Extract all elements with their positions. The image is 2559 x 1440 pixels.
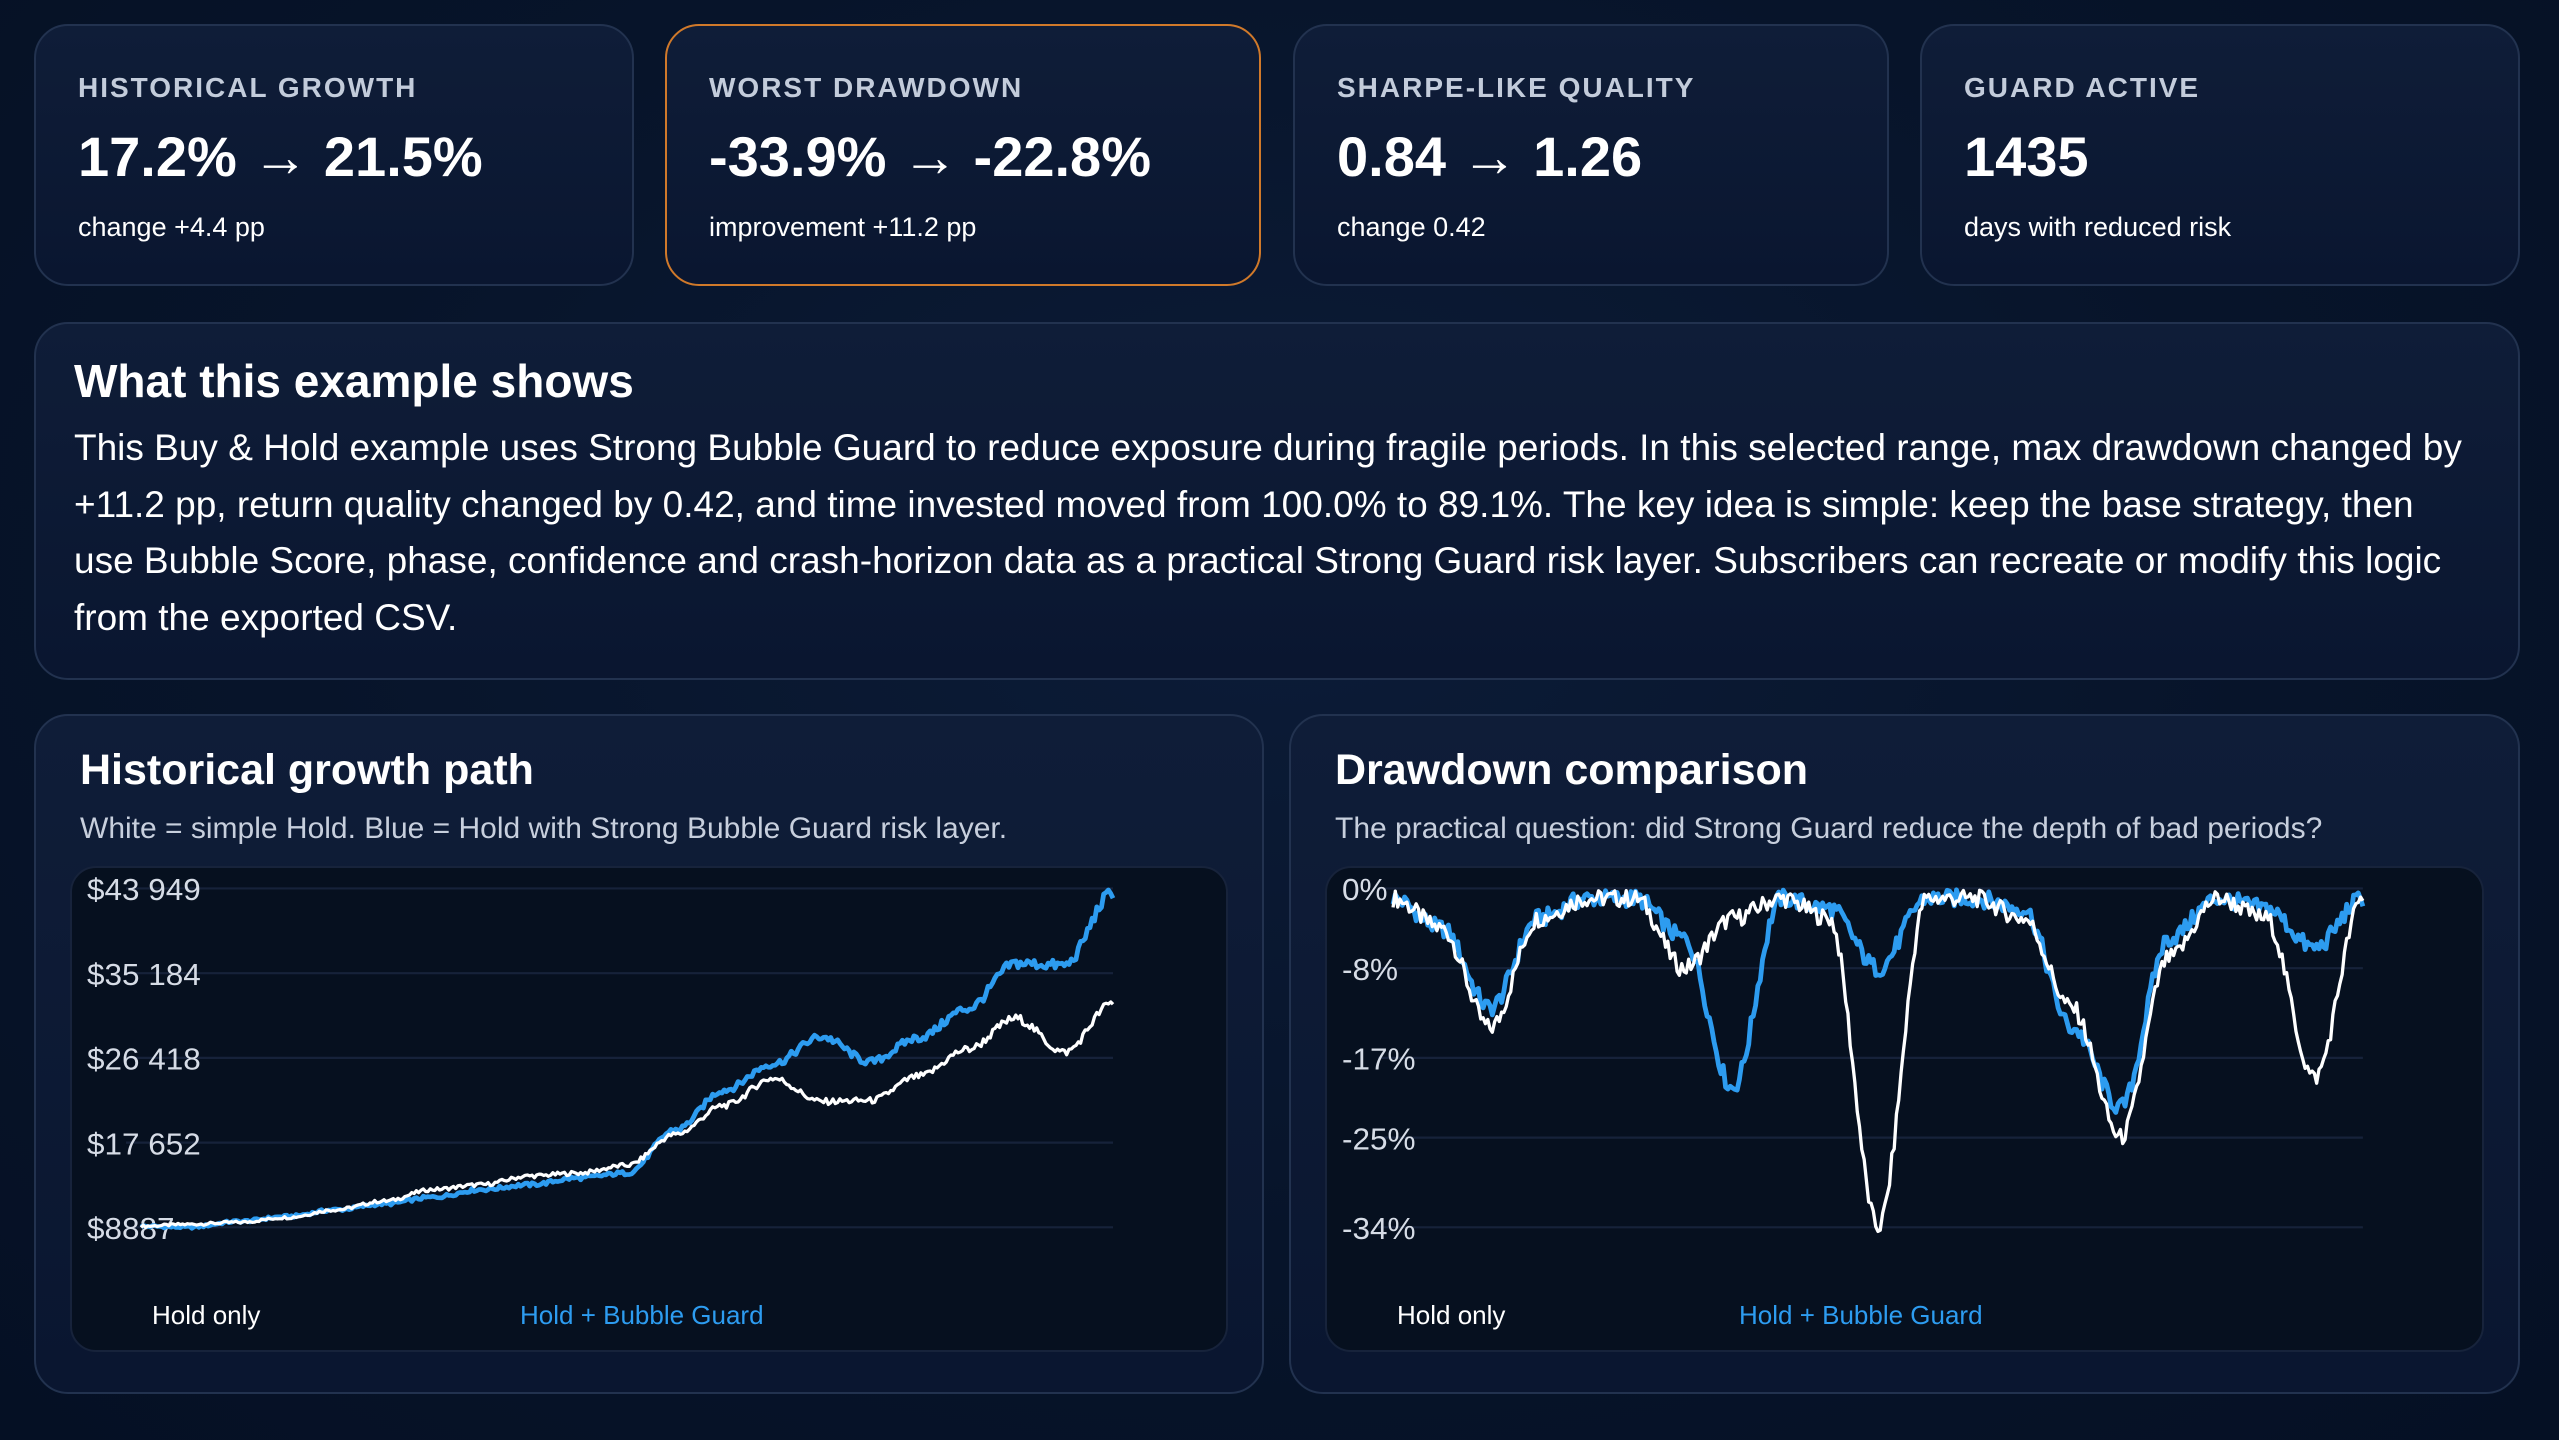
drawdown-chart-svg: 0% -8% -17% -25% -34%	[1342, 873, 2366, 1246]
y-tick-label: $43 949	[87, 873, 201, 908]
y-tick-label: 0%	[1342, 873, 1388, 908]
stat-value: 1435	[1964, 125, 2089, 188]
explanation-body: This Buy & Hold example uses Strong Bubb…	[74, 427, 2462, 638]
stat-label: SHARPE-LIKE QUALITY	[1337, 72, 1696, 103]
stat-value: 17.2% → 21.5%	[78, 125, 483, 188]
drawdown-chart-subtitle: The practical question: did Strong Guard…	[1335, 812, 2323, 845]
stat-sub: change +4.4 pp	[78, 212, 265, 242]
growth-chart-svg: $43 949$35 184$26 418$17 652$8887	[87, 873, 1116, 1246]
explanation-title: What this example shows	[74, 355, 634, 407]
stat-card-guard-active: GUARD ACTIVE 1435 days with reduced risk	[1920, 24, 2520, 286]
stat-label: WORST DRAWDOWN	[709, 72, 1024, 103]
y-tick-label: -8%	[1342, 952, 1398, 987]
stat-sub: days with reduced risk	[1964, 212, 2232, 242]
drawdown-chart-plot: 0% -8% -17% -25% -34% Hold only Hold + Bubbl…	[1325, 866, 2484, 1352]
stat-sub: change 0.42	[1337, 212, 1486, 242]
growth-chart-subtitle: White = simple Hold. Blue = Hold with St…	[80, 812, 1008, 845]
legend-hold-only: Hold only	[152, 1300, 261, 1330]
stat-label: GUARD ACTIVE	[1964, 72, 2201, 103]
y-tick-label: -25%	[1342, 1122, 1416, 1157]
legend-hold-bubble-guard: Hold + Bubble Guard	[1739, 1300, 1983, 1330]
series-line-hold-only	[139, 1000, 1115, 1229]
y-tick-label: $35 184	[87, 957, 201, 992]
stat-value: -33.9% → -22.8%	[709, 125, 1151, 188]
stat-label: HISTORICAL GROWTH	[78, 72, 418, 103]
y-tick-label: $26 418	[87, 1042, 201, 1077]
growth-chart-plot: $43 949 $35 184 $26 418 $17 652 $8887 Hold o…	[70, 866, 1228, 1352]
stat-value: 0.84 → 1.26	[1337, 125, 1643, 188]
drawdown-chart-panel: Drawdown comparison The practical questi…	[1289, 714, 2520, 1394]
legend-hold-bubble-guard: Hold + Bubble Guard	[520, 1300, 764, 1330]
series-line-hold-bubble-guard	[139, 887, 1116, 1231]
explanation-card: What this example shows This Buy & Hold …	[34, 322, 2520, 680]
series-line-hold-only	[1391, 888, 2365, 1234]
drawdown-chart-title: Drawdown comparison	[1335, 746, 1809, 794]
legend-hold-only: Hold only	[1397, 1300, 1506, 1330]
stat-card-growth: HISTORICAL GROWTH 17.2% → 21.5% change +…	[34, 24, 634, 286]
stat-card-drawdown: WORST DRAWDOWN -33.9% → -22.8% improveme…	[665, 24, 1261, 286]
stat-sub: improvement +11.2 pp	[709, 212, 977, 242]
y-tick-label: -34%	[1342, 1211, 1416, 1246]
series-line-hold-bubble-guard	[1390, 887, 2366, 1115]
growth-chart-title: Historical growth path	[80, 746, 534, 794]
stat-card-sharpe: SHARPE-LIKE QUALITY 0.84 → 1.26 change 0…	[1293, 24, 1889, 286]
y-tick-label: $17 652	[87, 1127, 201, 1162]
y-tick-label: -17%	[1342, 1042, 1416, 1077]
growth-chart-panel: Historical growth path White = simple Ho…	[34, 714, 1264, 1394]
